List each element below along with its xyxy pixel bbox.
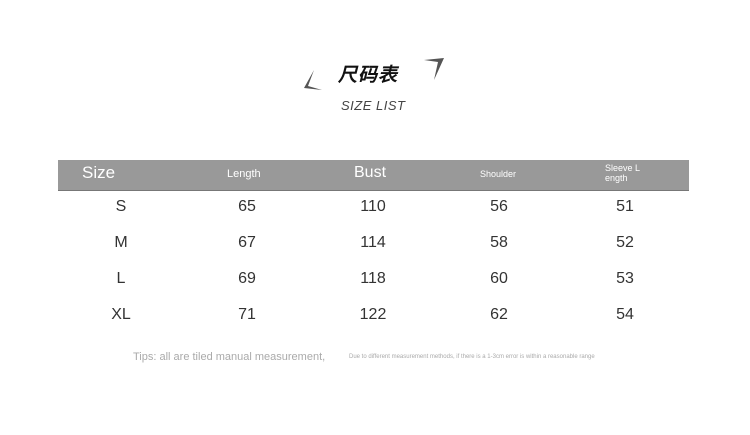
table-cell: XL bbox=[111, 306, 131, 323]
header-sleeve-length: Sleeve L ength bbox=[605, 163, 641, 183]
header-bust: Bust bbox=[354, 164, 387, 181]
header-length: Length bbox=[227, 168, 261, 180]
table-row: XL 71 122 62 54 bbox=[58, 298, 689, 334]
table-row: M 67 114 58 52 bbox=[58, 226, 689, 262]
right-bracket-icon bbox=[424, 58, 444, 80]
table-cell: 62 bbox=[490, 306, 508, 323]
table-cell: S bbox=[115, 198, 127, 215]
table-cell: 65 bbox=[238, 198, 256, 215]
table-cell: 110 bbox=[360, 198, 386, 215]
table-cell: 52 bbox=[616, 234, 634, 251]
note-text: Due to different measurement methods, if… bbox=[349, 354, 595, 360]
table-cell: 58 bbox=[490, 234, 508, 251]
table-cell: 114 bbox=[360, 234, 386, 251]
table-header: Size Length Bust Shoulder Sleeve L ength bbox=[58, 160, 689, 191]
left-bracket-icon bbox=[304, 70, 322, 90]
table-cell: 60 bbox=[490, 270, 508, 287]
page-subtitle: SIZE LIST bbox=[341, 98, 406, 113]
table-cell: 53 bbox=[616, 270, 634, 287]
table-cell: 51 bbox=[616, 198, 634, 215]
table-cell: 54 bbox=[616, 306, 634, 323]
table-cell: 71 bbox=[238, 306, 256, 323]
table-cell: 56 bbox=[490, 198, 508, 215]
header-size: Size bbox=[82, 163, 116, 182]
table-cell: 69 bbox=[238, 270, 256, 287]
table-cell: 118 bbox=[360, 270, 386, 287]
page-title: 尺码表 bbox=[338, 64, 399, 86]
table-cell: L bbox=[116, 270, 126, 287]
header-shoulder: Shoulder bbox=[480, 169, 517, 179]
table-row: S 65 110 56 51 bbox=[58, 190, 689, 226]
table-row: L 69 118 60 53 bbox=[58, 262, 689, 298]
table-cell: M bbox=[114, 234, 128, 251]
table-cell: 67 bbox=[238, 234, 256, 251]
tips-text: Tips: all are tiled manual measurement, bbox=[133, 351, 326, 363]
table-cell: 122 bbox=[359, 306, 387, 323]
